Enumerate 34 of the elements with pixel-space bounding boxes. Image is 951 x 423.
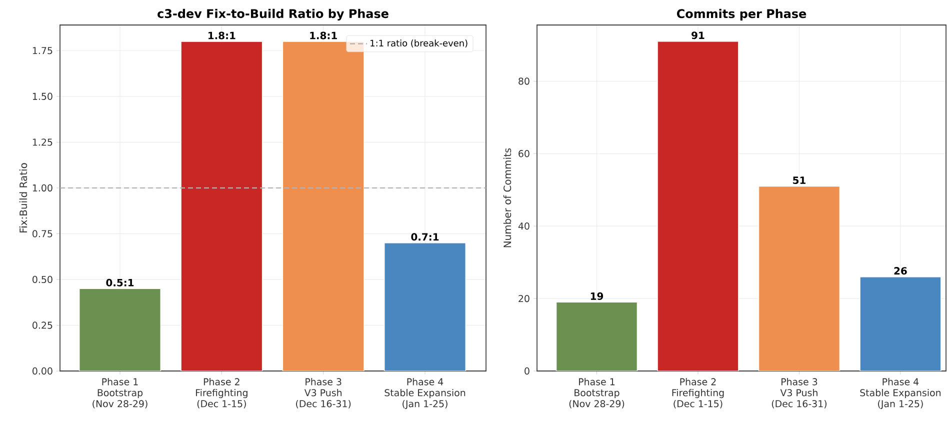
x-tick-label: Phase 4 Stable Expansion (Jan 1-25) [384,378,466,410]
data-label: 1.8:1 [208,32,236,40]
y-tick-label: 20 [518,294,530,302]
x-tick-label: Phase 3 V3 Push (Dec 16-31) [772,378,826,408]
data-label: 1.8:1 [310,32,337,40]
chart-title: Commits per Phase [676,8,806,20]
y-axis-title: Number of Commits [503,148,512,248]
data-label: 19 [590,292,604,300]
y-tick-label: 1.25 [32,138,52,146]
y-tick-label: 1.75 [32,47,52,54]
chart-title: c3-dev Fix-to-Build Ratio by Phase [158,8,388,20]
data-label: 0.5:1 [106,278,134,286]
x-tick-label: Phase 2 Firefighting (Dec 1-15) [196,378,248,408]
legend-label: 1:1 ratio (break-even) [370,40,468,48]
y-tick-label: 0.75 [32,230,52,238]
y-tick-label: 1.50 [32,92,52,100]
y-tick-label: 1.00 [32,184,52,192]
y-axis-title: Fix:Build Ratio [19,163,28,232]
x-tick-label: Phase 1 Bootstrap (Nov 28-29) [569,378,624,408]
x-tick-label: Phase 1 Bootstrap (Nov 28-29) [92,378,148,408]
y-tick-label: 0.00 [32,367,52,375]
y-tick-label: 60 [518,150,530,158]
data-label: 0.7:1 [411,233,439,241]
y-tick-label: 0.50 [32,276,52,284]
y-tick-label: 0.25 [32,322,52,329]
x-tick-label: Phase 4 Stable Expansion (Jan 1-25) [860,378,941,410]
y-tick-label: 40 [518,222,530,230]
data-label: 51 [793,176,806,184]
x-tick-label: Phase 2 Firefighting (Dec 1-15) [672,378,724,408]
y-tick-label: 0 [524,367,530,375]
x-tick-label: Phase 3 V3 Push (Dec 16-31) [296,378,351,408]
data-label: 26 [894,267,907,275]
y-tick-label: 80 [518,78,530,85]
data-label: 91 [692,32,704,40]
